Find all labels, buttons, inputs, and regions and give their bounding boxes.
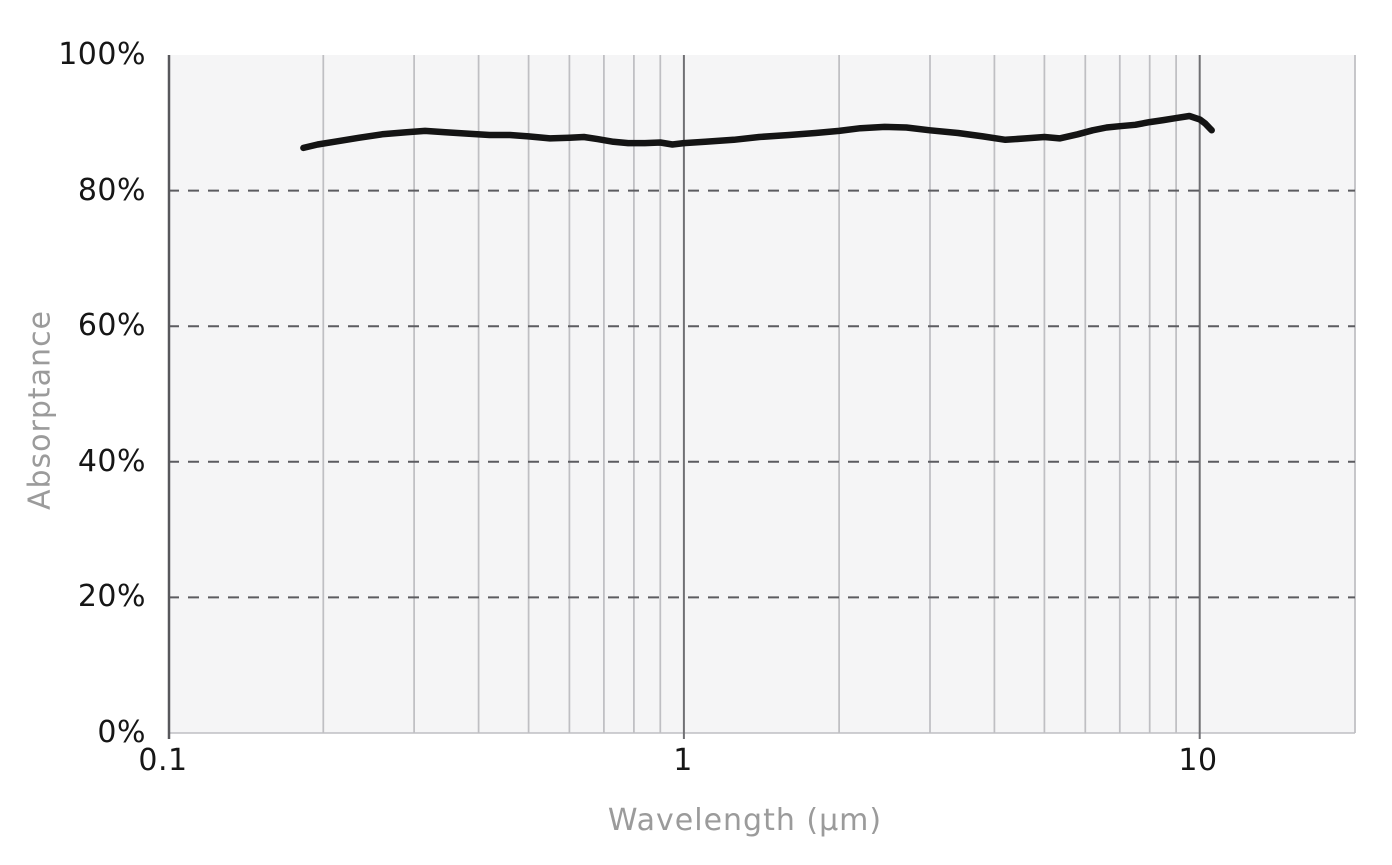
- y-tick-label-0: 0%: [97, 715, 146, 750]
- y-tick-label-80: 80%: [77, 173, 146, 208]
- y-tick-label-20: 20%: [77, 579, 146, 614]
- dashed-gridlines: [168, 189, 1355, 599]
- y-tick-label-60: 60%: [77, 308, 146, 343]
- absorptance-curve: [300, 112, 1215, 152]
- y-tick-label-100: 100%: [58, 37, 146, 72]
- y-tick-label-40: 40%: [77, 444, 146, 479]
- plot-panel: [168, 55, 1355, 733]
- x-tick-label-1: 1: [673, 743, 693, 778]
- x-tick-label-0.1: 0.1: [138, 743, 188, 778]
- vertical-gridlines-major: [682, 55, 1201, 739]
- x-axis-title: Wavelength (μm): [607, 803, 883, 838]
- vertical-gridlines-minor: [322, 55, 1356, 733]
- x-tick-label-10: 10: [1178, 743, 1218, 778]
- y-axis-title: Absorptance: [22, 309, 58, 511]
